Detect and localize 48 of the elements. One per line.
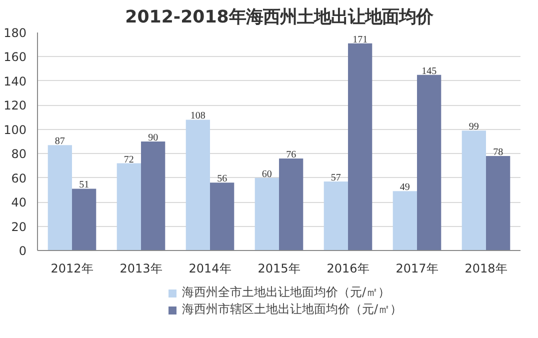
bar [72,188,96,250]
data-label: 90 [148,132,158,144]
bar [279,158,304,250]
data-label: 99 [468,122,479,133]
data-label: 145 [422,66,437,77]
chart-title: 2012-2018年海西州土地出让地面均价 [125,8,434,28]
data-label: 57 [330,172,341,184]
x-tick-label: 2014年 [188,262,232,276]
bar [324,181,348,250]
y-tick-label: 180 [4,26,26,40]
data-label: 49 [400,182,410,194]
legend-label: 海西州全市土地出让地面均价（元/㎡） [182,284,390,301]
bar [48,145,72,250]
data-label: 76 [286,149,296,160]
y-tick-label: 0 [18,244,27,258]
y-tick-label: 40 [11,196,27,210]
data-label: 60 [262,168,272,180]
y-tick-label: 20 [11,220,27,234]
bar [210,182,234,250]
data-label: 51 [79,180,90,191]
y-tick-label: 80 [11,147,27,162]
data-label: 87 [54,136,65,148]
bar [486,156,510,250]
bar [254,178,279,250]
legend-label: 海西州市辖区土地出让地面均价（元/㎡） [182,301,402,318]
x-tick-label: 2015年 [258,262,300,276]
x-tick-label: 2016年 [326,262,370,276]
bar [392,191,417,250]
y-tick-label: 140 [4,74,26,88]
data-label: 72 [124,154,134,166]
data-label: 78 [493,147,504,158]
data-label: 56 [217,174,228,185]
y-tick-label: 120 [4,98,26,113]
bar [462,130,486,250]
x-tick-label: 2017年 [396,262,438,276]
y-tick-label: 100 [4,122,26,137]
data-label: 108 [190,110,206,122]
bar [348,43,372,250]
data-label: 171 [352,34,368,46]
bar [186,120,210,250]
y-tick-label: 160 [4,50,26,64]
x-tick-label: 2013年 [120,262,162,276]
bar [417,74,442,250]
bar [141,142,166,250]
bar [116,163,141,250]
x-tick-label: 2018年 [464,262,508,276]
y-tick-label: 60 [11,171,27,186]
x-tick-label: 2012年 [50,262,94,276]
